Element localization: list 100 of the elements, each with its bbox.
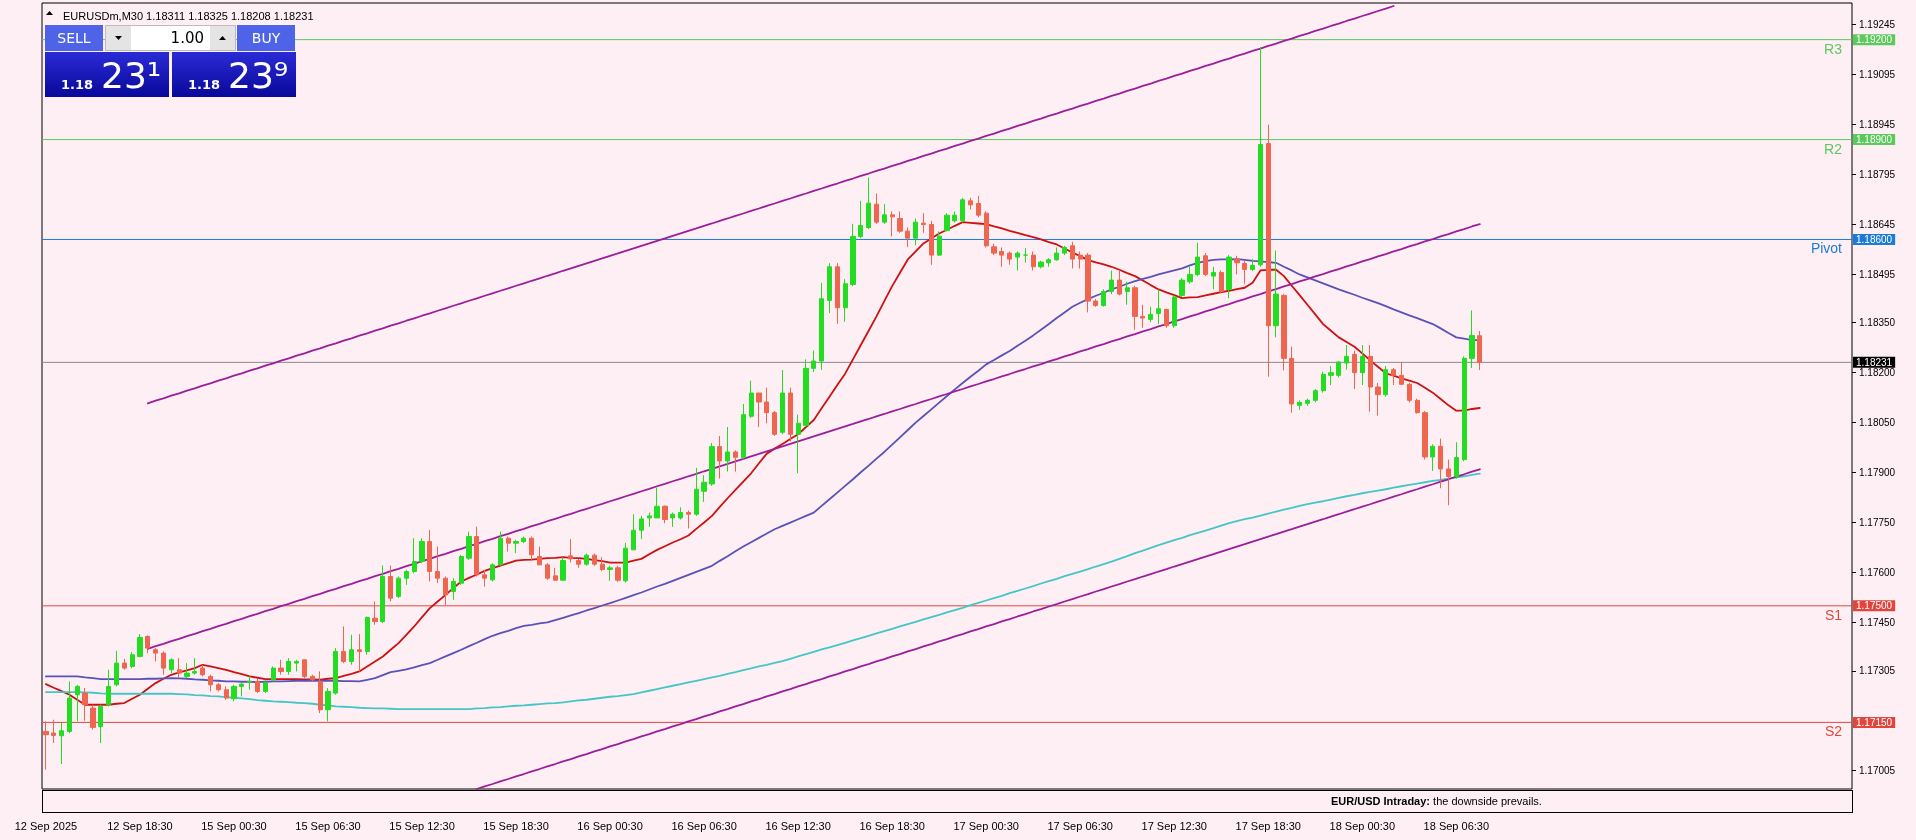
- candlestick: [819, 282, 824, 371]
- candlestick: [1289, 346, 1294, 414]
- y-tick-label: 1.17450: [1859, 616, 1896, 628]
- annotation: 1.18: [188, 77, 221, 92]
- candlestick: [1297, 399, 1302, 411]
- candlestick: [1023, 247, 1028, 264]
- x-tick-label: 15 Sep 12:30: [389, 819, 455, 832]
- candlestick: [866, 177, 871, 230]
- candlestick: [1179, 277, 1185, 298]
- candlestick: [294, 659, 299, 672]
- candlestick: [1062, 245, 1067, 256]
- candlestick: [537, 546, 542, 566]
- candlestick: [1046, 257, 1051, 268]
- candlestick: [1430, 443, 1435, 472]
- candlestick: [874, 193, 879, 225]
- candlestick: [843, 278, 848, 323]
- candlestick: [43, 720, 49, 771]
- candlestick: [937, 230, 942, 257]
- candlestick: [388, 565, 393, 602]
- candlestick: [1477, 330, 1482, 371]
- x-tick-label: 18 Sep 06:30: [1423, 819, 1490, 832]
- candlestick: [984, 210, 989, 248]
- candlestick: [466, 531, 472, 561]
- candlestick: [1156, 288, 1161, 325]
- candlestick: [412, 537, 417, 574]
- x-tick-label: 17 Sep 06:30: [1047, 819, 1113, 832]
- candlestick: [709, 442, 715, 487]
- text: EURUSDm,M30 1.18311 1.18325 1.18208 1.18231: [63, 9, 314, 22]
- candlestick: [741, 403, 746, 460]
- candlestick: [122, 658, 127, 671]
- candlestick: [224, 685, 229, 701]
- candlestick: [380, 565, 385, 624]
- candlestick: [1219, 269, 1224, 294]
- candlestick: [114, 650, 119, 687]
- y-tick-label: 1.18495: [1859, 268, 1896, 280]
- candlestick: [1399, 361, 1404, 386]
- candlestick: [1250, 258, 1255, 272]
- line-series: [45, 472, 1481, 710]
- candlestick: [1226, 254, 1232, 299]
- candlestick: [177, 657, 182, 679]
- x-tick-label: 15 Sep 18:30: [483, 819, 549, 832]
- candlestick: [404, 569, 409, 586]
- annotation: 23⁹: [228, 55, 289, 97]
- candlestick: [756, 392, 762, 428]
- candlestick: [333, 647, 338, 696]
- annotation: 1.18: [61, 77, 94, 92]
- x-tick-label: 16 Sep 06:30: [671, 819, 737, 832]
- y-tick-label: 1.17305: [1859, 665, 1896, 677]
- candlestick: [670, 512, 675, 528]
- candlestick: [1360, 344, 1365, 386]
- candlestick: [435, 546, 440, 584]
- candlestick: [231, 684, 237, 702]
- text: 1.17500: [1856, 600, 1893, 612]
- candlestick: [247, 675, 252, 691]
- candlestick: [1273, 249, 1279, 338]
- text: 1.18231: [1856, 356, 1893, 368]
- candlestick: [67, 680, 72, 734]
- candlestick: [1336, 360, 1341, 378]
- annotation: SELL: [57, 30, 91, 46]
- candlestick: [286, 657, 291, 676]
- candlestick: [98, 704, 103, 744]
- candlestick: [905, 226, 910, 248]
- candlestick: [1125, 281, 1130, 306]
- candlestick: [647, 512, 652, 528]
- candlestick: [803, 358, 809, 428]
- y-tick-label: 1.17900: [1859, 467, 1896, 479]
- y-tick-label: 1.18795: [1859, 169, 1896, 181]
- candlestick: [192, 657, 197, 676]
- candlestick: [553, 567, 558, 582]
- candlestick: [1093, 298, 1098, 308]
- candlestick: [584, 553, 589, 567]
- ref-line-label: R2: [1824, 140, 1843, 157]
- candlestick: [474, 526, 479, 578]
- candlestick: [451, 577, 456, 601]
- candlestick: [490, 562, 495, 583]
- price-box: 1.18 23¹: [45, 52, 169, 97]
- candlestick: [1391, 367, 1396, 386]
- candlestick: [75, 684, 80, 722]
- x-tick-label: 15 Sep 06:30: [295, 819, 361, 832]
- candlestick: [1109, 269, 1114, 295]
- candlestick: [1070, 241, 1075, 269]
- y-tick-label: 1.18350: [1859, 317, 1896, 329]
- candlestick: [717, 435, 722, 480]
- candlestick: [239, 682, 244, 697]
- candlestick: [929, 220, 934, 266]
- candlestick: [200, 664, 205, 677]
- y-tick-label: 1.18945: [1859, 119, 1896, 131]
- candlestick: [639, 515, 644, 540]
- candlestick: [913, 217, 918, 246]
- candlestick: [976, 195, 981, 218]
- candlestick: [1054, 246, 1059, 262]
- x-tick-label: 17 Sep 00:30: [953, 819, 1019, 832]
- candlestick: [419, 537, 425, 564]
- candlestick: [130, 651, 135, 669]
- text: 1.19200: [1856, 34, 1893, 46]
- candlestick: [427, 529, 432, 583]
- candlestick: [90, 704, 96, 731]
- candlestick: [325, 687, 331, 722]
- candlestick: [145, 634, 150, 654]
- y-tick-label: 1.18050: [1859, 417, 1896, 429]
